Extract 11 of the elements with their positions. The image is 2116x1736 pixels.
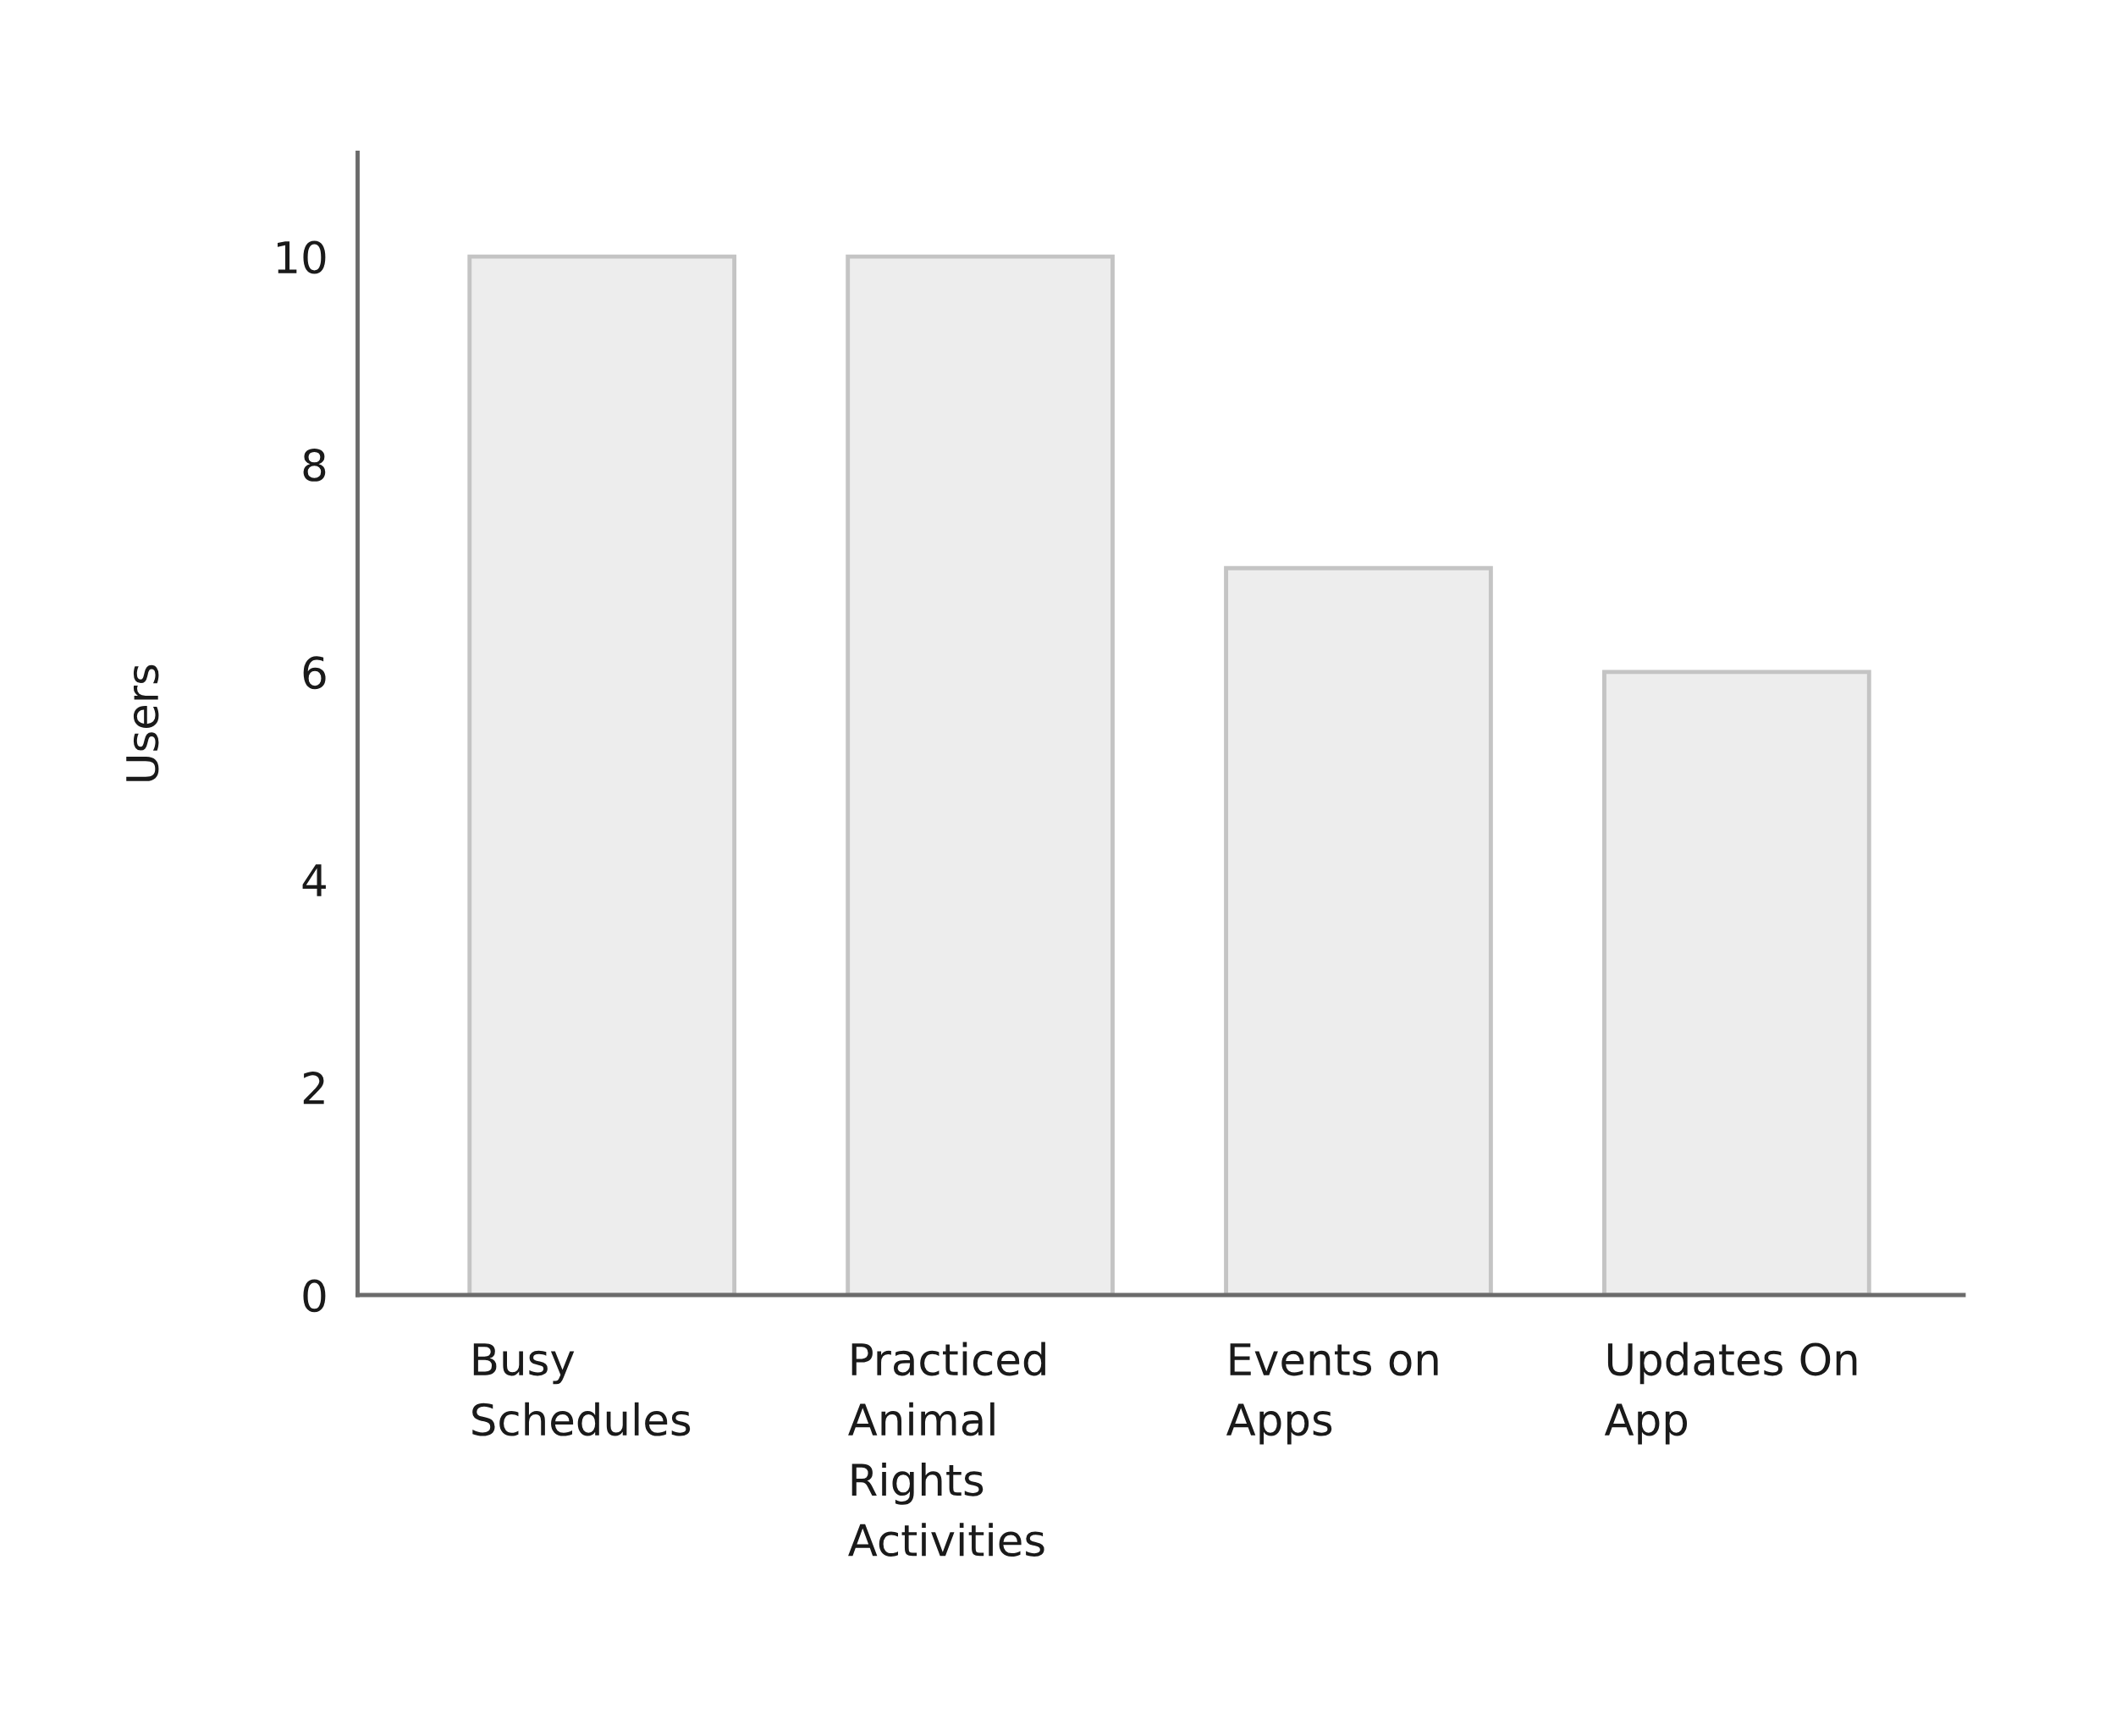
x-tick-label: Practiced Animal Rights Activities [848, 1342, 1045, 1557]
y-tick-label: 6 [303, 656, 326, 690]
y-tick-label: 2 [303, 1072, 324, 1105]
x-tick-label: Updates On App [1604, 1342, 1857, 1445]
y-tick-label: 0 [303, 1279, 326, 1313]
y-tick-label: 10 [278, 240, 326, 274]
y-axis-title: Users [126, 664, 159, 781]
y-tick-label: 4 [302, 864, 326, 896]
x-tick-label: Events on Apps [1226, 1343, 1438, 1445]
y-tick-label: 8 [303, 448, 326, 482]
x-tick-label: Busy Schedules [472, 1343, 691, 1436]
